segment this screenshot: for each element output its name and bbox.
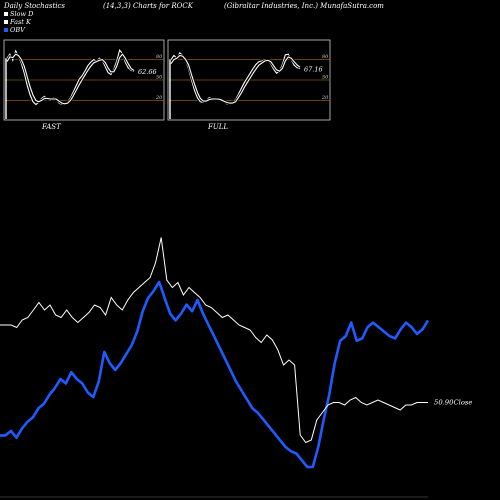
fast-tick-label: 50: [156, 75, 163, 81]
legend-item-obv: OBV: [4, 26, 33, 34]
obv-line: [0, 280, 430, 469]
legend: Slow D Fast K OBV: [4, 10, 33, 34]
chart-title-left: Daily Stochastics: [4, 2, 66, 10]
full-tick-label: 20: [321, 95, 329, 101]
chart-title-right: (Gibraltar Industries, Inc.) MunafaSutra…: [224, 2, 384, 10]
full-tick-label: 80: [322, 54, 329, 60]
full-series-1: [170, 54, 301, 104]
fast-stochastic-panel: 80 50 20 62.66: [3, 39, 165, 121]
legend-item-slow-d: Slow D: [4, 10, 33, 18]
full-panel-title: FULL: [208, 123, 229, 131]
full-tick-label: 50: [322, 75, 329, 81]
fast-panel-title: FAST: [42, 123, 61, 131]
fast-series-1: [6, 53, 135, 105]
fast-tick-label: 20: [155, 95, 163, 101]
price-obv-panel: 50.90Close: [0, 237, 472, 498]
chart-title-mid: (14,3,3) Charts for ROCK: [103, 2, 193, 10]
fast-tick-label: 80: [156, 54, 163, 60]
fast-last-value: 62.66: [138, 68, 157, 76]
full-stochastic-panel: 80 50 20 67.16: [167, 39, 331, 121]
close-value-label: 50.90Close: [434, 399, 472, 407]
price-line: [0, 237, 428, 444]
legend-item-fast-k: Fast K: [4, 18, 33, 26]
full-last-value: 67.16: [304, 65, 323, 73]
